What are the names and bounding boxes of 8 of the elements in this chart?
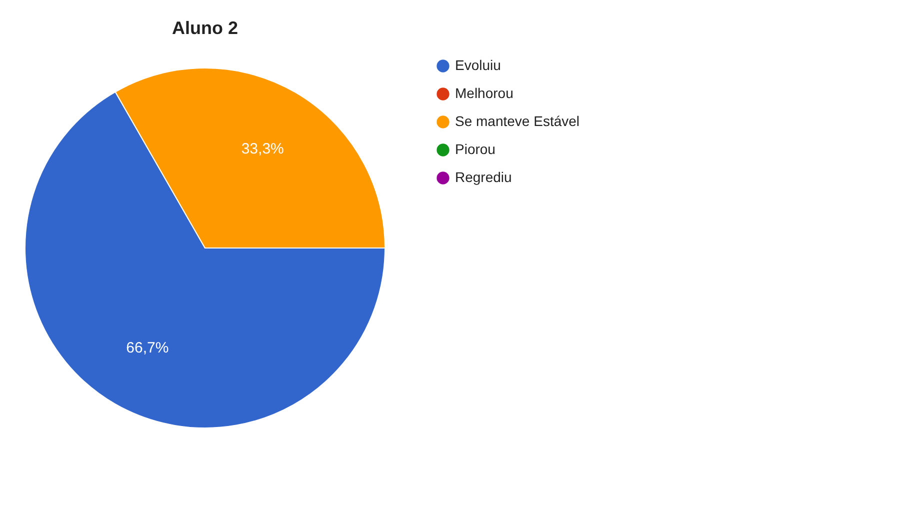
legend-label: Piorou: [455, 141, 496, 157]
legend-label: Regrediu: [455, 169, 512, 185]
legend-label: Se manteve Estável: [455, 113, 580, 129]
data-label: 33,3%: [241, 140, 284, 158]
legend-label: Melhorou: [455, 85, 514, 101]
legend-label: Evoluiu: [455, 57, 501, 73]
data-label: 66,7%: [126, 340, 169, 357]
chart-title: Aluno 2: [172, 18, 238, 38]
